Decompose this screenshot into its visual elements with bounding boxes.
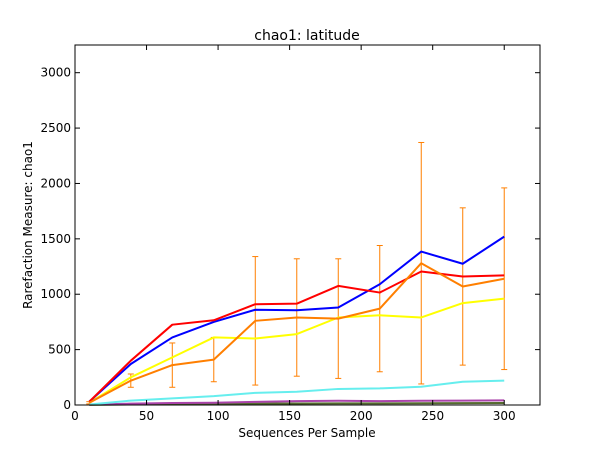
series-line xyxy=(88,297,505,404)
axes: 0 50 100 150 200 250 3000500100015002000250030… xyxy=(40,45,540,423)
x-tick-label: 300 xyxy=(493,409,516,423)
series-line xyxy=(88,270,505,403)
chart-title: chao1: latitude xyxy=(254,28,360,44)
y-tick-label: 1500 xyxy=(40,232,71,246)
plot-area xyxy=(86,141,508,406)
x-axis-label: Sequences Per Sample xyxy=(238,426,375,440)
series-line xyxy=(89,379,505,406)
x-tick-label: 0 xyxy=(71,409,79,423)
y-tick-label: 1000 xyxy=(40,287,71,301)
x-tick-label: 200 xyxy=(350,409,373,423)
x-tick-label: 150 xyxy=(278,409,301,423)
y-axis-label: Rarefaction Measure: chao1 xyxy=(21,141,35,309)
y-tick-label: 2000 xyxy=(40,176,71,190)
y-tick-label: 3000 xyxy=(40,66,71,80)
series-line xyxy=(89,399,505,406)
x-tick-label: 250 xyxy=(421,409,444,423)
y-tick-label: 500 xyxy=(48,343,71,357)
y-tick-label: 2500 xyxy=(40,121,71,135)
plot-frame xyxy=(74,44,541,406)
x-tick-label: 100 xyxy=(207,409,230,423)
series-line xyxy=(88,262,505,404)
y-tick-label: 0 xyxy=(63,398,71,412)
x-tick-label: 50 xyxy=(139,409,154,423)
series-line xyxy=(88,235,505,403)
